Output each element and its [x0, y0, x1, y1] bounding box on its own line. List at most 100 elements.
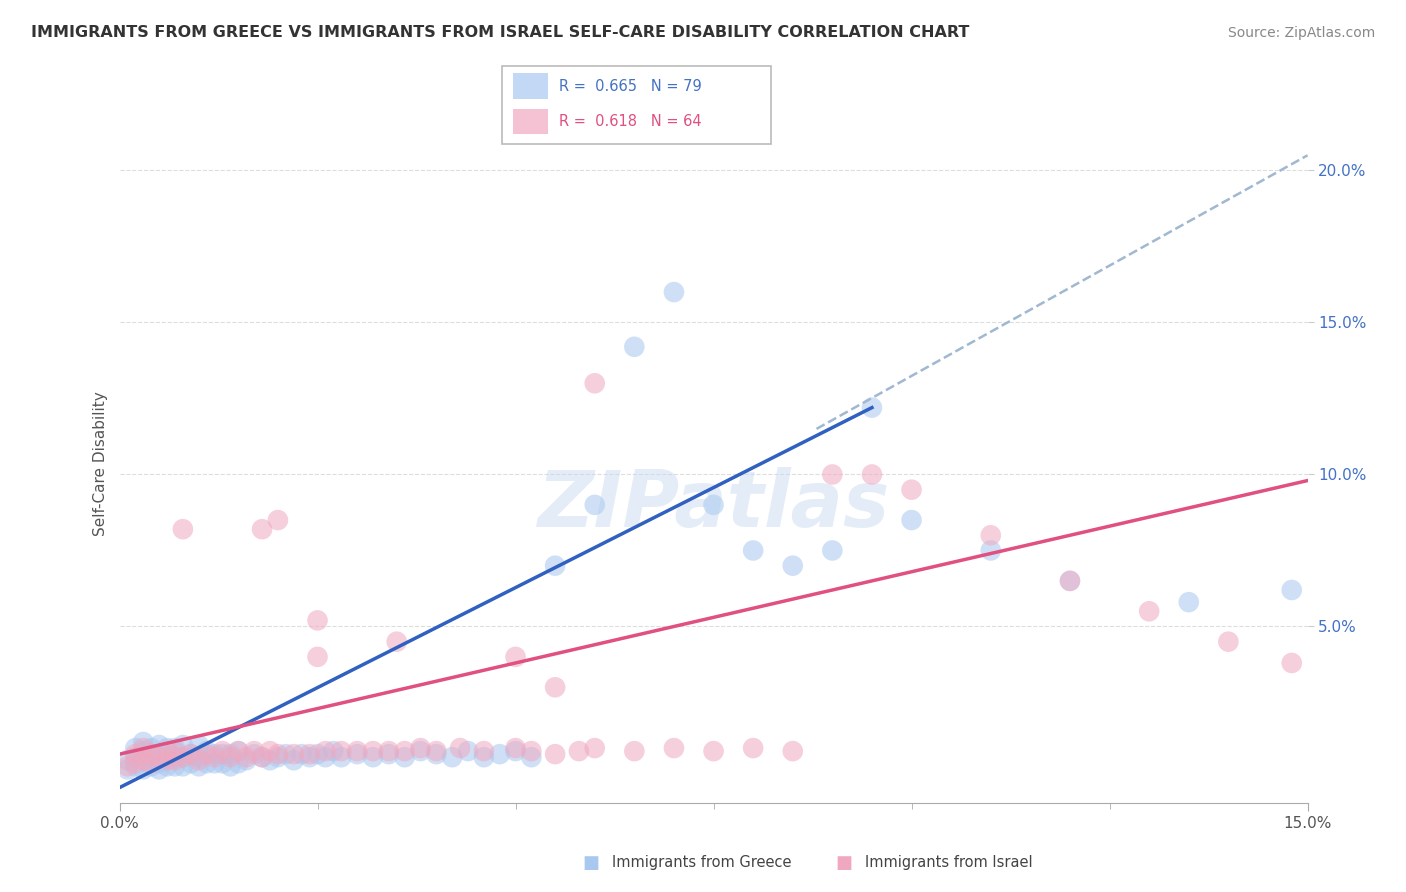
Point — [235, 750, 257, 764]
Point — [219, 750, 242, 764]
FancyBboxPatch shape — [502, 66, 770, 144]
Text: IMMIGRANTS FROM GREECE VS IMMIGRANTS FROM ISRAEL SELF-CARE DISABILITY CORRELATIO: IMMIGRANTS FROM GREECE VS IMMIGRANTS FRO… — [31, 25, 969, 40]
Point — [472, 750, 495, 764]
Point — [124, 750, 146, 764]
Point — [132, 763, 155, 777]
Point — [520, 750, 543, 764]
Point — [449, 741, 471, 756]
Point — [187, 738, 209, 752]
Point — [132, 753, 155, 767]
Point — [283, 753, 305, 767]
Point — [1218, 634, 1240, 648]
Point — [583, 741, 606, 756]
Point — [1137, 604, 1160, 618]
Point — [250, 522, 273, 536]
Point — [623, 340, 645, 354]
Point — [141, 756, 163, 771]
Point — [163, 744, 186, 758]
Point — [219, 759, 242, 773]
Point — [141, 759, 163, 773]
Bar — [513, 73, 548, 99]
Point — [900, 483, 922, 497]
Point — [662, 285, 685, 299]
Point — [180, 747, 202, 761]
Point — [322, 744, 344, 758]
Point — [544, 558, 567, 573]
Point — [394, 750, 416, 764]
Point — [204, 747, 226, 761]
Point — [117, 759, 139, 773]
Point — [314, 750, 336, 764]
Point — [250, 750, 273, 764]
Point — [821, 543, 844, 558]
Point — [394, 744, 416, 758]
Text: ZIPatlas: ZIPatlas — [537, 467, 890, 542]
Point — [172, 750, 194, 764]
Point — [583, 498, 606, 512]
Point — [219, 747, 242, 761]
Point — [1178, 595, 1201, 609]
Point — [1059, 574, 1081, 588]
Point — [346, 744, 368, 758]
Point — [132, 735, 155, 749]
Point — [211, 744, 233, 758]
Text: Immigrants from Israel: Immigrants from Israel — [865, 855, 1032, 870]
Point — [520, 744, 543, 758]
Text: ■: ■ — [582, 854, 599, 871]
Point — [156, 753, 179, 767]
Point — [505, 741, 527, 756]
Point — [307, 747, 329, 761]
Point — [141, 750, 163, 764]
Point — [385, 634, 408, 648]
Point — [267, 513, 290, 527]
Text: R =  0.618   N = 64: R = 0.618 N = 64 — [560, 114, 702, 129]
Point — [505, 744, 527, 758]
Point — [172, 738, 194, 752]
Point — [228, 744, 250, 758]
Point — [156, 750, 179, 764]
Point — [298, 750, 321, 764]
Point — [172, 522, 194, 536]
Point — [457, 744, 479, 758]
Point — [124, 759, 146, 773]
Point — [623, 744, 645, 758]
Point — [243, 744, 266, 758]
Point — [307, 649, 329, 664]
Point — [180, 756, 202, 771]
Point — [204, 750, 226, 764]
Point — [172, 750, 194, 764]
Point — [163, 741, 186, 756]
Point — [195, 747, 218, 761]
Bar — [513, 109, 548, 135]
Point — [148, 750, 170, 764]
Y-axis label: Self-Care Disability: Self-Care Disability — [93, 392, 108, 536]
Point — [148, 763, 170, 777]
Point — [211, 747, 233, 761]
Point — [425, 747, 447, 761]
Point — [187, 750, 209, 764]
Point — [172, 759, 194, 773]
Point — [980, 528, 1002, 542]
Point — [235, 753, 257, 767]
Point — [544, 747, 567, 761]
Point — [378, 744, 401, 758]
Point — [980, 543, 1002, 558]
Point — [141, 741, 163, 756]
Point — [860, 401, 883, 415]
Point — [274, 747, 297, 761]
Point — [583, 376, 606, 391]
Point — [900, 513, 922, 527]
Point — [250, 750, 273, 764]
Point — [702, 744, 725, 758]
Point — [860, 467, 883, 482]
Point — [117, 763, 139, 777]
Point — [163, 753, 186, 767]
Point — [361, 750, 384, 764]
Point — [330, 750, 353, 764]
Point — [156, 744, 179, 758]
Text: ■: ■ — [835, 854, 852, 871]
Point — [211, 756, 233, 771]
Point — [180, 747, 202, 761]
Point — [148, 756, 170, 771]
Point — [425, 744, 447, 758]
